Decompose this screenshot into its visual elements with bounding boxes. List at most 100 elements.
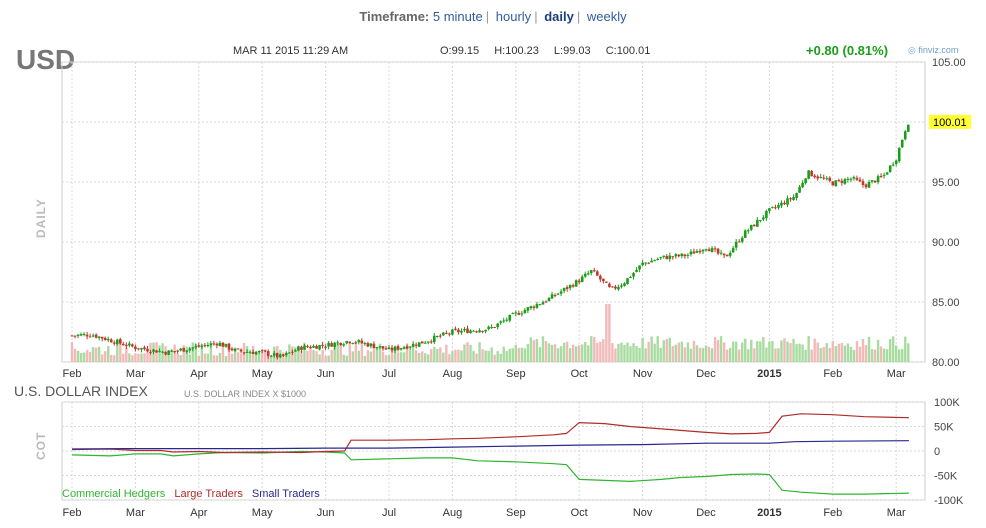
volume-bar (233, 349, 237, 362)
candle-body (436, 336, 439, 338)
volume-bar (789, 343, 792, 362)
candle-body (212, 343, 216, 345)
volume-bar (185, 346, 188, 362)
volume-bar (390, 350, 394, 362)
candle-body (251, 351, 255, 354)
price-y-tick: 105.00 (932, 57, 966, 69)
candle-body (396, 346, 400, 350)
volume-bar (819, 347, 822, 362)
volume-bar (499, 353, 502, 362)
candle-body (203, 344, 207, 346)
cot-x-tick: Aug (443, 507, 463, 519)
cot-x-tick: Sep (506, 507, 526, 519)
volume-bar (695, 345, 699, 362)
candle-body (583, 273, 587, 277)
volume-bar (433, 346, 436, 362)
volume-bar (807, 336, 810, 362)
volume-bar (559, 346, 563, 362)
candle-body (381, 346, 385, 349)
volume-bar (439, 347, 442, 362)
candle-body (538, 304, 542, 306)
candle-body (333, 342, 336, 347)
cot-x-tick: Nov (633, 507, 653, 519)
volume-bar (363, 355, 367, 362)
volume-bar (620, 342, 623, 362)
timeframe-weekly-link[interactable]: weekly (586, 9, 627, 24)
volume-bar (511, 348, 514, 362)
candle-body (596, 271, 599, 276)
volume-bar (116, 343, 119, 362)
candle-body (635, 269, 638, 273)
candle-body (719, 252, 723, 254)
volume-bar (867, 337, 871, 362)
candle-body (659, 257, 663, 259)
volume-bar (396, 352, 400, 362)
volume-bar (454, 349, 457, 362)
volume-bar (212, 355, 216, 362)
candle-body (206, 345, 210, 347)
cot-x-tick: 2015 (757, 507, 781, 519)
candle-body (167, 350, 170, 356)
candle-body (499, 321, 503, 323)
volume-bar (387, 355, 391, 362)
candle-body (668, 255, 672, 260)
volume-bar (641, 337, 644, 362)
volume-bar (520, 347, 524, 362)
volume-bar (804, 349, 807, 362)
candle-body (602, 278, 605, 282)
volume-bar (427, 354, 430, 362)
volume-bar (113, 355, 116, 362)
candle-body (100, 336, 104, 339)
volume-bar (904, 336, 907, 362)
volume-bar (517, 348, 521, 362)
candle-body (544, 301, 548, 303)
small-traders-line (71, 440, 909, 450)
volume-bar (179, 354, 182, 362)
brand-label: ◎ finviz.com (908, 45, 958, 56)
volume-bar (831, 341, 834, 362)
candle-body (408, 346, 412, 348)
candle-body (324, 346, 327, 348)
candle-body (227, 343, 231, 350)
candle-body (402, 347, 406, 349)
volume-bar (170, 349, 173, 362)
candle-body (457, 329, 460, 333)
candle-body (384, 348, 388, 350)
timeframe-5min-link[interactable]: 5 minute (432, 9, 483, 24)
price-y-tick: 95.00 (932, 177, 960, 189)
volume-bar (901, 349, 904, 362)
candle-body (236, 348, 240, 350)
candle-body (97, 336, 101, 339)
candle-body (170, 350, 173, 352)
volume-bar (656, 336, 659, 362)
candle-body (813, 175, 816, 178)
volume-bar (747, 349, 750, 362)
candle-body (737, 241, 741, 243)
volume-bar (82, 352, 86, 362)
timeframe-hourly-link[interactable]: hourly (495, 9, 532, 24)
candle-body (511, 313, 515, 315)
candle-body (777, 204, 780, 208)
volume-bar (502, 346, 505, 362)
volume-bar (306, 350, 309, 362)
candle-body (858, 179, 862, 182)
candle-body (140, 348, 143, 350)
candle-body (716, 248, 720, 254)
timeframe-daily-link[interactable]: daily (544, 9, 574, 24)
candle-body (864, 184, 868, 188)
volume-bar (381, 351, 385, 362)
volume-bar (230, 353, 234, 362)
candle-body (807, 170, 810, 179)
volume-bar (254, 351, 258, 362)
volume-bar (88, 351, 92, 362)
candle-body (894, 160, 898, 165)
candle-body (523, 310, 527, 314)
candle-body (532, 306, 536, 308)
candle-body (614, 286, 617, 289)
volume-bar (870, 349, 874, 362)
volume-bar (535, 339, 539, 362)
candle-body (315, 345, 318, 349)
volume-bar (360, 342, 364, 362)
commercial-hedgers-line (71, 450, 909, 495)
